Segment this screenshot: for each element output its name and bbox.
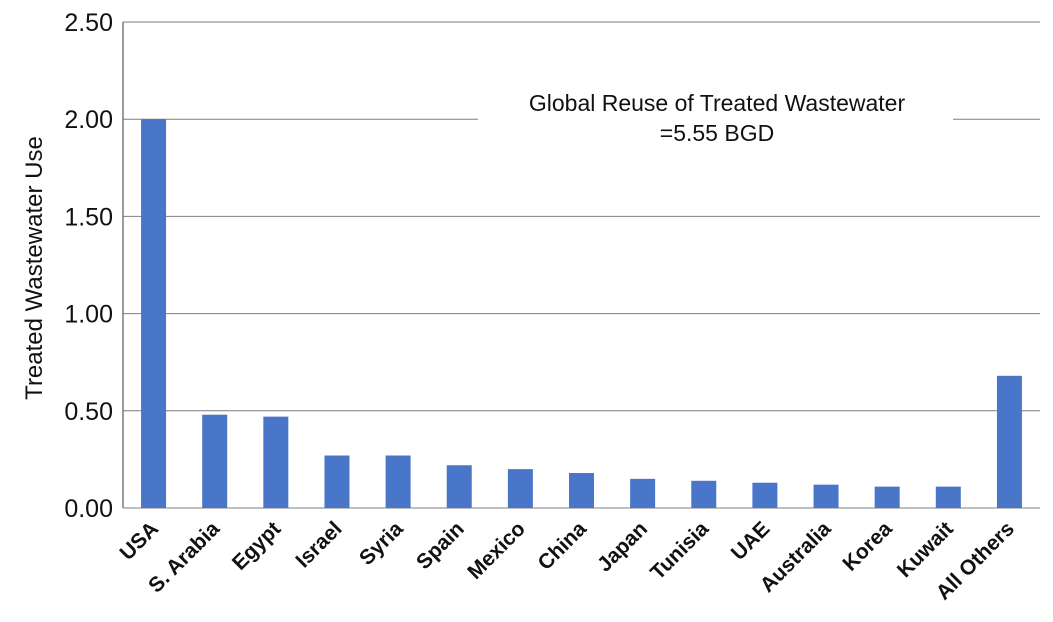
y-tick-label: 2.50 [64,9,113,37]
y-tick-label: 0.00 [64,495,113,523]
x-tick-label: Spain [412,517,469,574]
y-axis-title: Treated Wastewater Use [21,136,48,400]
bar-usa [141,119,167,508]
x-tick-label: Korea [838,517,897,576]
x-tick-label: Tunisia [646,517,713,584]
bars [141,119,1022,508]
annotation-background [478,85,953,155]
x-tick-label: Mexico [463,517,530,584]
x-tick-label: UAE [727,517,775,565]
bar-australia [813,484,839,508]
bar-mexico [507,469,533,508]
bar-korea [874,486,900,508]
x-tick-label: Israel [291,517,346,572]
bar-spain [446,465,472,508]
bar-egypt [263,416,289,508]
bar-japan [630,478,656,508]
x-tick-label: USA [115,517,163,565]
y-tick-label: 2.00 [64,106,113,134]
bar-israel [324,455,350,508]
bar-kuwait [935,486,961,508]
bar-china [569,473,594,508]
x-tick-label: Japan [593,517,652,576]
y-tick-label: 1.50 [64,203,113,231]
bar-tunisia [691,480,717,508]
bar-s-arabia [202,414,228,508]
y-tick-labels: 0.00 0.50 1.00 1.50 2.00 2.50 [64,9,113,523]
bar-syria [385,455,411,508]
x-tick-label: Syria [355,517,408,570]
x-tick-label: China [534,517,592,575]
y-tick-label: 1.00 [64,301,113,329]
annotation-line-1: Global Reuse of Treated Wastewater [529,90,906,116]
bar-uae [752,482,778,508]
annotation-line-2: =5.55 BGD [660,120,774,146]
y-tick-label: 0.50 [64,398,113,426]
x-tick-label: Egypt [228,517,286,575]
bar-all-others [996,375,1022,508]
